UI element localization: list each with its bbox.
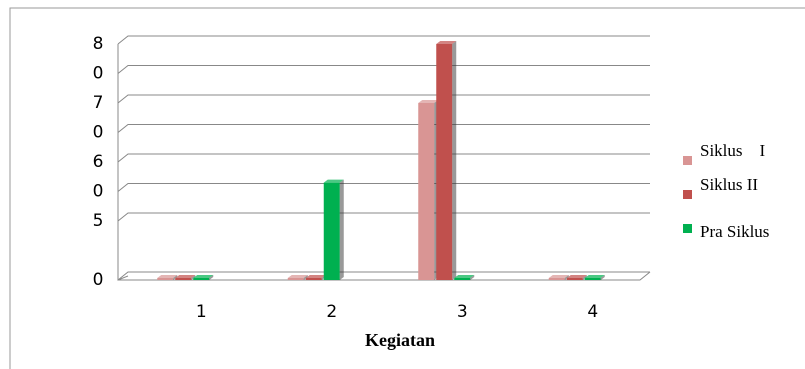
bar-face xyxy=(436,44,453,280)
grid-line xyxy=(117,94,650,104)
legend-label: Siklus I xyxy=(700,141,766,160)
bar-face xyxy=(548,278,565,280)
bar-face xyxy=(339,179,344,280)
bar-face xyxy=(175,275,196,278)
bar-face xyxy=(582,275,587,280)
bar-face xyxy=(305,278,322,280)
bar-face xyxy=(303,275,308,280)
legend-swatch xyxy=(683,190,692,199)
bar-face xyxy=(191,275,196,280)
x-tick-label: 3 xyxy=(457,302,468,322)
bar-face xyxy=(287,275,308,278)
grid-line xyxy=(117,65,650,74)
y-tick-label: 7 xyxy=(93,93,104,113)
legend-swatch xyxy=(683,156,692,165)
x-tick-label: 4 xyxy=(587,302,598,322)
bar-face xyxy=(173,275,178,280)
bar-face xyxy=(564,275,569,280)
bar-face xyxy=(193,275,214,278)
bar xyxy=(287,275,308,280)
bar-face xyxy=(454,278,471,280)
bar-face xyxy=(566,275,587,278)
bar-face xyxy=(157,275,178,278)
grid-line xyxy=(117,35,650,45)
bar xyxy=(175,275,196,280)
y-tick-label: 5 xyxy=(93,211,104,231)
bar-face xyxy=(305,275,326,278)
y-tick-label: 6 xyxy=(93,152,104,172)
bar xyxy=(566,275,587,280)
bar-face xyxy=(452,41,457,280)
bar-face xyxy=(600,275,605,280)
bar-face xyxy=(436,41,457,44)
axis-wall xyxy=(117,44,129,281)
x-tick-label: 2 xyxy=(326,302,337,322)
bar xyxy=(305,275,326,280)
bar-face xyxy=(548,275,569,278)
bar-face xyxy=(209,275,214,280)
frame xyxy=(9,7,805,369)
y-tick-label: 0 xyxy=(93,123,104,143)
bar-face xyxy=(193,278,210,280)
bar-face xyxy=(584,275,605,278)
grid-line xyxy=(117,271,650,281)
legend-swatch xyxy=(683,224,692,233)
bar-face xyxy=(418,103,435,280)
bar xyxy=(193,275,214,280)
bar xyxy=(323,179,344,280)
grid-line xyxy=(117,212,650,222)
bar xyxy=(454,275,475,280)
bar-face xyxy=(454,275,475,278)
y-tick-label: 0 xyxy=(93,270,104,290)
bar-face xyxy=(566,278,583,280)
bar xyxy=(157,275,178,280)
bar xyxy=(548,275,569,280)
bar-face xyxy=(418,100,439,103)
bar-face xyxy=(157,278,174,280)
y-tick-label: 0 xyxy=(93,182,104,202)
bar-face xyxy=(323,179,344,183)
legend-label: Pra Siklus xyxy=(700,222,769,241)
y-tick-label: 0 xyxy=(93,64,104,84)
bar-face xyxy=(584,278,601,280)
grid-line xyxy=(117,124,650,133)
bar xyxy=(584,275,605,280)
grid-line xyxy=(117,183,650,192)
bar xyxy=(418,100,439,280)
bar-face xyxy=(323,182,340,280)
bar-face xyxy=(287,278,304,280)
bar xyxy=(436,41,457,280)
grid-line xyxy=(117,153,650,163)
y-tick-label: 8 xyxy=(93,34,104,54)
x-tick-label: 1 xyxy=(196,302,207,322)
x-axis-label: Kegiatan xyxy=(365,330,435,350)
bar-face xyxy=(175,278,192,280)
legend-label: Siklus II xyxy=(700,175,758,194)
bar-face xyxy=(470,275,475,280)
